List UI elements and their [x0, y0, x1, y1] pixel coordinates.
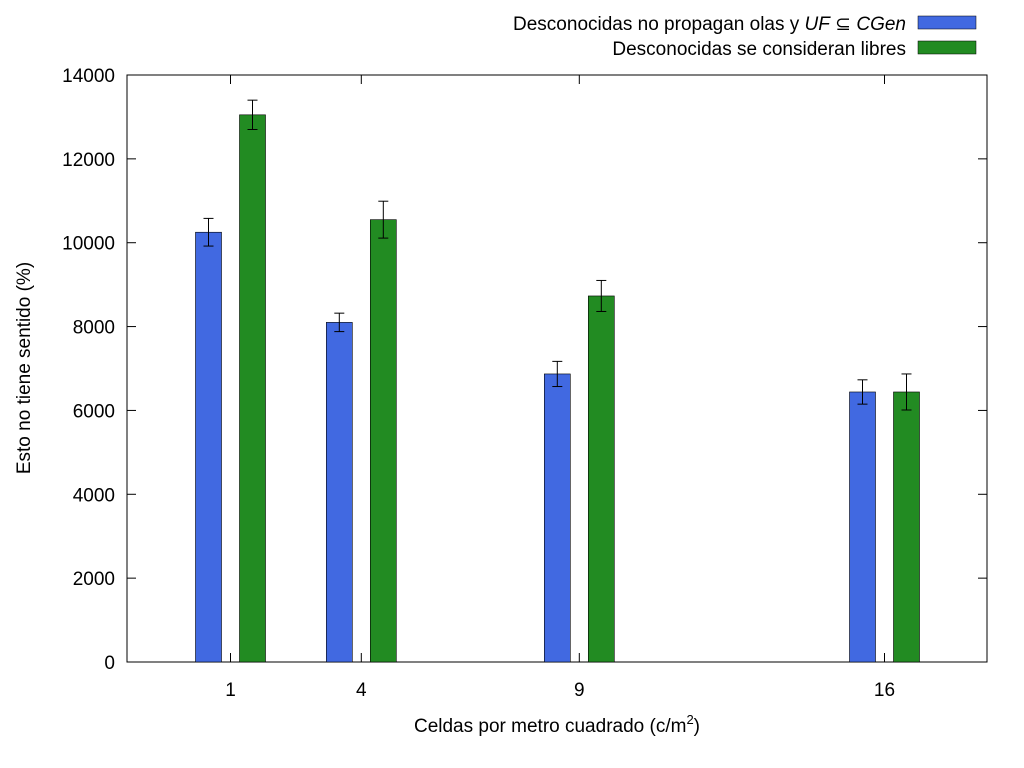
x-tick-label: 4: [356, 680, 367, 701]
bar-series-2: [893, 391, 920, 663]
y-tick-label: 10000: [62, 234, 115, 255]
x-tick-label: 1: [225, 680, 236, 701]
x-axis-label-suffix: ): [694, 716, 700, 737]
y-tick-label: 8000: [73, 318, 115, 339]
bar-series-2: [587, 295, 615, 663]
x-axis-label-main: Celdas por metro cuadrado (c/m: [414, 716, 686, 737]
y-axis-label: Esto no tiene sentido (%): [14, 262, 35, 474]
bar-series-1: [325, 322, 353, 663]
y-tick-label: 0: [104, 653, 115, 674]
x-axis-label-superscript: 2: [686, 712, 693, 727]
y-tick-label: 12000: [62, 150, 115, 171]
bar-series-1: [849, 391, 876, 663]
x-tick-label: 16: [874, 680, 895, 701]
bar-series-2: [369, 219, 397, 663]
legend: Desconocidas no propagan olas y UF ⊆ CGe…: [513, 14, 977, 60]
x-tick-label: 9: [574, 680, 585, 701]
y-tick-label: 2000: [73, 569, 115, 590]
y-tick-label: 4000: [73, 485, 115, 506]
y-tick-label: 14000: [62, 66, 115, 87]
x-axis-label: Celdas por metro cuadrado (c/m2): [414, 712, 700, 737]
bars-group: [195, 99, 920, 663]
x-axis-ticks: 1 4 9 16: [225, 75, 895, 701]
legend-label-series-1: Desconocidas no propagan olas y UF ⊆ CGe…: [513, 14, 906, 35]
legend-label-series-2: Desconocidas se consideran libres: [612, 39, 906, 60]
bar-series-2: [239, 114, 266, 663]
bar-series-1: [543, 373, 571, 663]
bar-series-1: [195, 231, 222, 663]
legend-swatch-series-1: [917, 15, 977, 30]
y-tick-label: 6000: [73, 401, 115, 422]
legend-swatch-series-2: [917, 40, 977, 55]
y-axis-ticks: 0 2000 4000 6000 8000 10000 12000 14000: [62, 66, 987, 674]
